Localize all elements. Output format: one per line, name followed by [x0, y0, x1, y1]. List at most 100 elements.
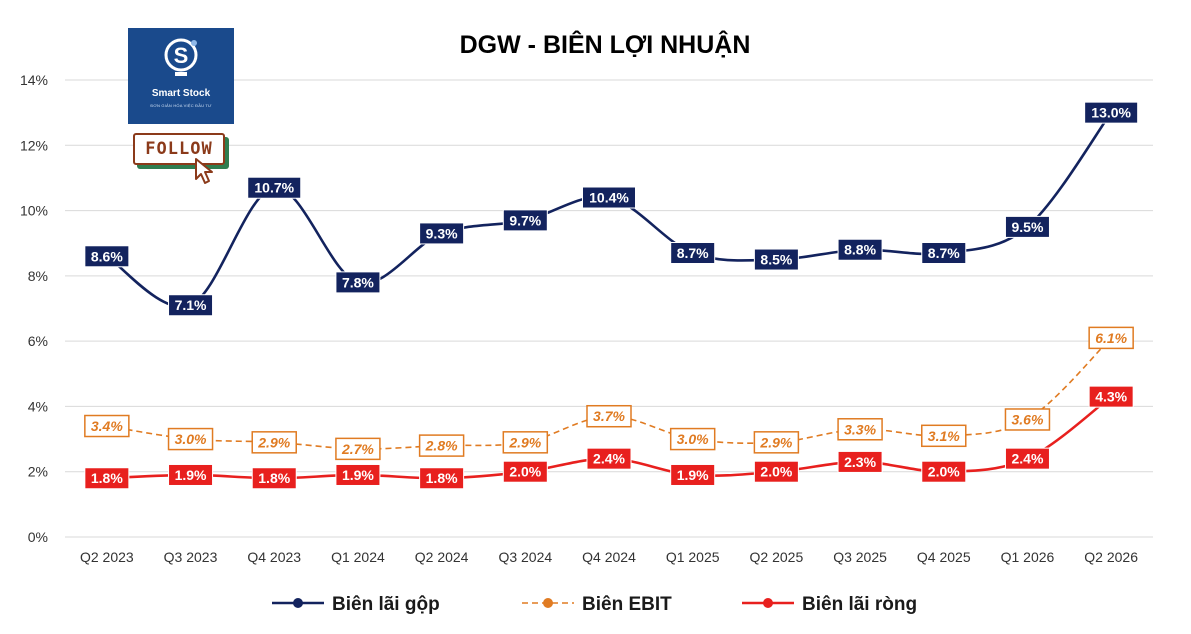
svg-text:3.7%: 3.7% — [593, 408, 625, 424]
y-axis: 0% 2% 4% 6% 8% 10% 12% 14% — [20, 72, 48, 545]
svg-text:1.8%: 1.8% — [91, 470, 123, 486]
svg-text:1.9%: 1.9% — [175, 467, 207, 483]
legend-item-ebit-margin: Biên EBIT — [522, 594, 672, 615]
ebit-margin-data-label: 3.0% — [669, 427, 716, 451]
svg-text:9.3%: 9.3% — [426, 225, 458, 241]
gross-margin-data-label: 9.3% — [419, 222, 465, 245]
net-margin-data-label: 1.9% — [335, 463, 381, 486]
x-tick-label: Q1 2026 — [1001, 549, 1055, 565]
follow-button[interactable]: FOLLOW — [133, 133, 225, 165]
svg-text:1.8%: 1.8% — [258, 470, 290, 486]
y-tick-label: 6% — [28, 333, 48, 349]
svg-text:8.5%: 8.5% — [760, 252, 792, 268]
svg-text:10.7%: 10.7% — [254, 180, 294, 196]
ebit-margin-data-label: 3.6% — [1004, 408, 1051, 431]
svg-text:2.0%: 2.0% — [760, 464, 792, 480]
net-margin-data-label: 1.8% — [419, 467, 465, 490]
svg-text:8.7%: 8.7% — [928, 245, 960, 261]
x-tick-label: Q3 2024 — [498, 549, 552, 565]
ebit-margin-data-label: 3.4% — [84, 414, 130, 438]
ebit-margin-data-label: 2.9% — [753, 431, 800, 454]
x-tick-label: Q3 2025 — [833, 549, 887, 565]
legend: Biên lãi gộp Biên EBIT Biên lãi ròng — [272, 594, 917, 615]
svg-text:2.9%: 2.9% — [508, 434, 541, 450]
y-tick-label: 4% — [28, 398, 48, 414]
follow-badge[interactable]: FOLLOW — [133, 133, 233, 193]
net-margin-data-label: 4.3% — [1088, 385, 1134, 408]
x-tick-label: Q1 2025 — [666, 549, 720, 565]
net-margin-data-label: 2.0% — [753, 460, 799, 483]
svg-text:2.9%: 2.9% — [759, 434, 792, 450]
gross-margin-data-label: 8.7% — [670, 242, 716, 265]
ebit-margin-data-label: 3.3% — [837, 418, 883, 441]
gross-margin-data-label: 7.1% — [168, 294, 214, 317]
gross-margin-data-label: 7.8% — [335, 271, 381, 294]
gross-margin-data-label: 9.7% — [502, 209, 548, 232]
svg-text:7.8%: 7.8% — [342, 274, 374, 290]
net-margin-data-label: 2.4% — [586, 447, 632, 470]
gross-margin-data-label: 10.7% — [247, 176, 302, 199]
ebit-margin-data-label: 3.7% — [586, 404, 632, 428]
logo-tagline: ĐƠN GIẢN HÓA VIỆC ĐẦU TƯ — [150, 103, 212, 108]
chart-title: DGW - BIÊN LỢI NHUẬN — [460, 29, 751, 59]
gross-margin-data-label: 9.5% — [1004, 215, 1050, 238]
svg-text:S: S — [174, 43, 189, 68]
svg-text:3.1%: 3.1% — [928, 428, 960, 444]
ebit-margin-data-label: 3.1% — [921, 424, 967, 448]
x-tick-label: Q3 2023 — [164, 549, 218, 565]
net-margin-data-label: 2.0% — [921, 460, 967, 483]
legend-label: Biên lãi gộp — [332, 594, 440, 615]
legend-marker — [293, 598, 303, 608]
svg-text:8.6%: 8.6% — [91, 248, 123, 264]
svg-text:2.4%: 2.4% — [593, 451, 625, 467]
gross-margin-data-label: 10.4% — [582, 186, 636, 209]
svg-text:4.3%: 4.3% — [1095, 389, 1127, 405]
svg-text:2.0%: 2.0% — [509, 464, 541, 480]
gross-margin-data-label: 8.8% — [837, 238, 883, 261]
net-margin-data-label: 1.9% — [168, 463, 214, 486]
legend-item-gross-margin: Biên lãi gộp — [272, 594, 440, 615]
legend-marker — [763, 598, 773, 608]
svg-text:9.5%: 9.5% — [1012, 219, 1044, 235]
x-tick-label: Q2 2024 — [415, 549, 469, 565]
svg-text:13.0%: 13.0% — [1091, 105, 1131, 121]
gross-margin-data-label: 8.7% — [921, 242, 967, 265]
svg-text:7.1%: 7.1% — [175, 297, 207, 313]
gross-margin-data-label: 8.5% — [753, 248, 799, 271]
smart-stock-logo: S Smart Stock ĐƠN GIẢN HÓA VIỆC ĐẦU TƯ — [128, 28, 234, 124]
svg-text:2.0%: 2.0% — [928, 464, 960, 480]
ebit-margin-data-label: 2.7% — [335, 437, 381, 461]
x-tick-label: Q4 2025 — [917, 549, 971, 565]
net-margin-data-label: 1.9% — [670, 463, 716, 486]
y-tick-label: 2% — [28, 464, 48, 480]
svg-text:3.4%: 3.4% — [91, 418, 123, 434]
svg-text:8.8%: 8.8% — [844, 242, 876, 258]
x-tick-label: Q2 2023 — [80, 549, 134, 565]
y-tick-label: 12% — [20, 137, 48, 153]
svg-text:3.0%: 3.0% — [677, 431, 709, 447]
x-tick-label: Q2 2025 — [750, 549, 804, 565]
svg-text:2.4%: 2.4% — [1012, 451, 1044, 467]
y-tick-label: 10% — [20, 203, 48, 219]
ebit-margin-data-label: 2.9% — [502, 431, 549, 454]
svg-text:1.9%: 1.9% — [342, 467, 374, 483]
ebit-margin-data-label: 2.8% — [418, 434, 465, 457]
svg-text:10.4%: 10.4% — [589, 190, 629, 206]
x-tick-label: Q4 2024 — [582, 549, 636, 565]
gross-margin-line — [106, 111, 1113, 309]
net-margin-data-label: 2.4% — [1004, 447, 1050, 470]
net-margin-data-label: 2.0% — [502, 460, 548, 483]
svg-text:3.6%: 3.6% — [1012, 411, 1044, 427]
legend-item-net-margin: Biên lãi ròng — [742, 594, 917, 615]
follow-label: FOLLOW — [145, 139, 213, 159]
gross-margin-data-label: 8.6% — [84, 245, 130, 268]
net-margin-data-label: 1.8% — [251, 467, 297, 490]
x-tick-label: Q4 2023 — [247, 549, 301, 565]
x-axis: Q2 2023 Q3 2023 Q4 2023 Q1 2024 Q2 2024 Q3 20… — [80, 549, 1138, 565]
gross-margin-data-label: 13.0% — [1084, 101, 1139, 124]
x-tick-label: Q1 2024 — [331, 549, 385, 565]
svg-text:2.8%: 2.8% — [425, 438, 458, 454]
svg-text:2.3%: 2.3% — [844, 454, 876, 470]
net-margin-data-label: 1.8% — [84, 467, 130, 490]
